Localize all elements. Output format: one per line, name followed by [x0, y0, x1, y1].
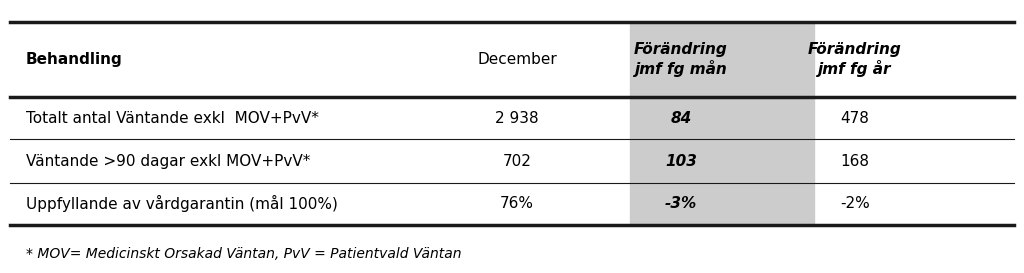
Text: Uppfyllande av vårdgarantin (mål 100%): Uppfyllande av vårdgarantin (mål 100%)	[26, 195, 338, 212]
Text: Förändring
jmf fg år: Förändring jmf fg år	[808, 42, 902, 77]
Text: 2 938: 2 938	[496, 111, 539, 126]
Text: Behandling: Behandling	[26, 52, 122, 67]
Text: 84: 84	[671, 111, 691, 126]
Text: -2%: -2%	[840, 196, 870, 211]
Text: 103: 103	[665, 154, 697, 168]
Text: 168: 168	[841, 154, 869, 168]
Text: Totalt antal Väntande exkl  MOV+PvV*: Totalt antal Väntande exkl MOV+PvV*	[26, 111, 318, 126]
Text: December: December	[477, 52, 557, 67]
Bar	[630, 22, 814, 225]
Text: * MOV= Medicinskt Orsakad Väntan, PvV = Patientvald Väntan: * MOV= Medicinskt Orsakad Väntan, PvV = …	[26, 247, 461, 261]
Text: Förändring
jmf fg mån: Förändring jmf fg mån	[634, 42, 728, 77]
Text: 76%: 76%	[500, 196, 535, 211]
Text: 702: 702	[503, 154, 531, 168]
Text: -3%: -3%	[665, 196, 697, 211]
Text: 478: 478	[841, 111, 869, 126]
Text: Väntande >90 dagar exkl MOV+PvV*: Väntande >90 dagar exkl MOV+PvV*	[26, 154, 310, 168]
